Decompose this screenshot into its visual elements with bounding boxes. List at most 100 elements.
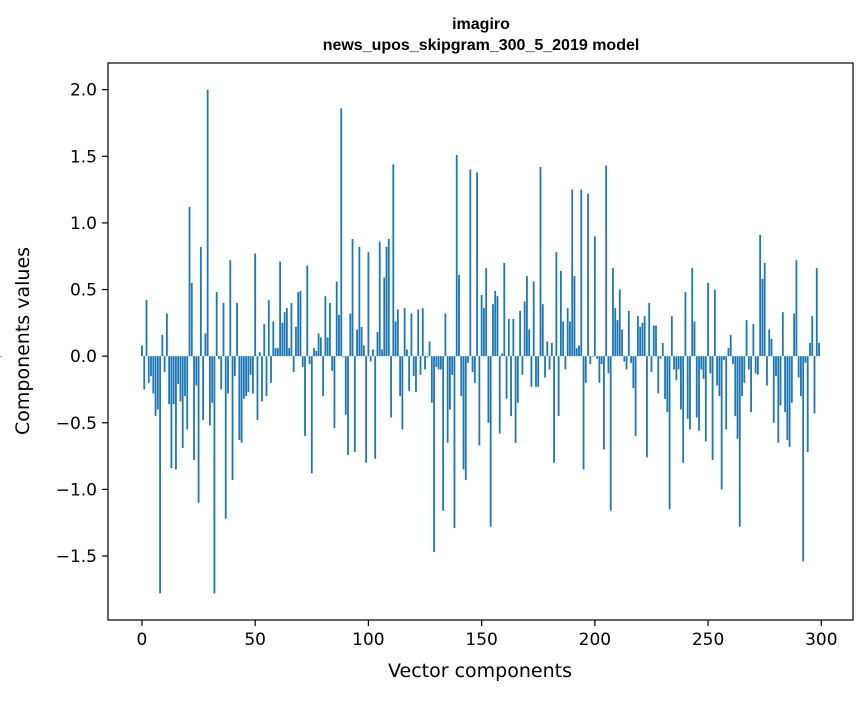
y-axis-ticks: −1.5 −1.0 −0.5 0.0 0.5 1.0 1.5 2.0	[56, 81, 108, 567]
bar	[412, 356, 415, 377]
bar	[494, 290, 497, 357]
bar	[537, 356, 540, 387]
bar	[634, 356, 637, 437]
bar	[507, 318, 510, 357]
bar	[283, 312, 286, 357]
bar	[621, 329, 623, 357]
bar	[521, 356, 524, 375]
bar	[664, 356, 666, 399]
bar	[657, 356, 660, 394]
bar	[652, 325, 655, 357]
bar	[195, 356, 198, 386]
bar	[258, 352, 261, 357]
bar	[802, 356, 805, 562]
bar	[612, 268, 614, 357]
bar	[675, 356, 678, 381]
bar	[152, 356, 155, 394]
bar	[227, 356, 229, 394]
bar	[795, 260, 798, 357]
bar	[376, 332, 379, 357]
x-axis-label: Vector components	[388, 660, 572, 682]
bar	[247, 356, 250, 393]
y-tick-label: 2.0	[70, 81, 97, 101]
bar	[732, 356, 734, 365]
bar	[661, 342, 664, 357]
bar	[625, 356, 628, 370]
bar	[236, 302, 238, 357]
bar	[725, 356, 728, 430]
bar	[806, 356, 809, 453]
bar	[177, 356, 180, 385]
bar	[684, 292, 687, 357]
bar	[288, 348, 291, 357]
bar	[233, 356, 236, 377]
bar	[446, 356, 449, 443]
x-tick-label: 200	[579, 630, 611, 650]
bar	[648, 302, 651, 357]
bar	[603, 356, 605, 450]
bar	[263, 324, 266, 357]
bar	[349, 313, 352, 357]
bar	[0, 356, 2, 357]
bar	[693, 321, 696, 357]
bar	[478, 356, 481, 446]
bar	[770, 338, 773, 357]
bar	[636, 316, 639, 357]
bar	[553, 356, 555, 463]
bar	[249, 356, 252, 375]
bar	[193, 356, 195, 461]
bar	[559, 270, 562, 357]
y-tick-label: −1.5	[56, 547, 97, 567]
bar	[766, 356, 768, 386]
bar	[702, 356, 705, 379]
bar	[775, 356, 777, 377]
bar	[308, 356, 311, 365]
x-tick-label: 300	[805, 630, 837, 650]
bar	[335, 281, 338, 357]
bar	[530, 356, 533, 387]
plot-frame	[107, 62, 854, 621]
bar	[295, 326, 297, 357]
bar	[759, 234, 762, 357]
bar	[686, 356, 689, 419]
bar	[406, 349, 408, 357]
bar	[566, 308, 569, 357]
bar	[716, 356, 719, 386]
bar	[555, 252, 558, 357]
bar	[666, 356, 669, 413]
bar	[713, 289, 716, 357]
bar	[761, 278, 764, 357]
y-tick-label: 0.0	[70, 347, 97, 367]
bar	[154, 356, 157, 417]
bar	[788, 356, 791, 447]
bar	[811, 316, 814, 357]
bar	[170, 356, 173, 469]
x-tick-label: 0	[137, 630, 148, 650]
bars-group	[0, 89, 820, 594]
bar	[408, 356, 411, 391]
bar	[326, 337, 329, 357]
bar	[256, 356, 259, 421]
bar	[655, 325, 657, 357]
bar	[623, 356, 626, 362]
y-tick-label: 1.0	[70, 214, 97, 234]
bar	[372, 349, 374, 357]
bar	[469, 169, 472, 357]
bar	[231, 356, 234, 481]
bar	[503, 262, 506, 357]
bar	[392, 164, 395, 357]
bar	[240, 356, 243, 443]
bar	[505, 356, 508, 399]
bar	[340, 108, 343, 357]
bar	[313, 348, 315, 357]
bar	[519, 310, 522, 357]
bar	[646, 356, 648, 458]
bar	[786, 356, 789, 441]
bar	[800, 356, 802, 397]
bar	[444, 313, 447, 357]
bar	[442, 356, 445, 511]
bar	[267, 300, 270, 357]
bar	[607, 356, 610, 374]
bar	[779, 356, 782, 406]
